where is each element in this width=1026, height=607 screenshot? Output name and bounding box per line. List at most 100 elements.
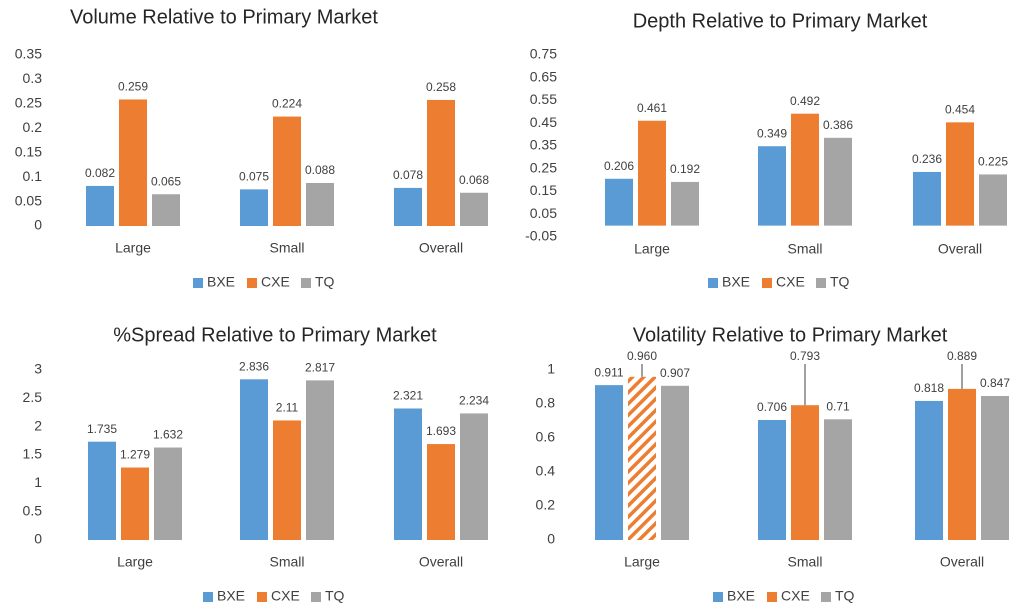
bar	[605, 178, 633, 226]
bar	[273, 420, 301, 540]
data-label: 0.706	[757, 400, 787, 414]
data-label: 0.386	[823, 118, 853, 132]
y-tick-label: 0.45	[530, 114, 557, 130]
data-label: 0.847	[980, 376, 1010, 390]
x-tick-label: Overall	[419, 554, 463, 570]
bar	[661, 385, 689, 540]
y-tick-label: 3	[34, 361, 42, 377]
y-tick-label: 0.25	[530, 159, 557, 175]
y-tick-label: 0.15	[15, 143, 42, 159]
bar	[460, 413, 488, 540]
bar	[915, 400, 943, 540]
x-tick-label: Overall	[940, 554, 984, 570]
data-label: 0.461	[637, 101, 667, 115]
chart-title: %Spread Relative to Primary Market	[113, 324, 437, 346]
x-tick-label: Small	[787, 554, 822, 570]
y-tick-label: 0.2	[536, 497, 556, 513]
y-tick-label: 0.4	[536, 463, 556, 479]
legend-label: CXE	[776, 274, 805, 290]
data-label: 1.693	[426, 424, 456, 438]
legend-label: TQ	[325, 588, 345, 604]
data-label: 2.836	[239, 359, 269, 373]
chart-title: Volume Relative to Primary Market	[70, 6, 378, 28]
bar	[758, 146, 786, 226]
data-label: 0.206	[604, 159, 634, 173]
bar	[628, 376, 656, 540]
bar	[306, 380, 334, 540]
data-label: 0.224	[272, 97, 302, 111]
bar	[427, 444, 455, 540]
y-tick-label: 0.1	[23, 168, 43, 184]
bar	[460, 192, 488, 226]
y-tick-label: 2	[34, 417, 42, 433]
x-tick-label: Overall	[938, 241, 982, 257]
legend-swatch	[311, 592, 321, 602]
y-tick-label: 0.6	[536, 429, 556, 445]
bar	[981, 396, 1009, 540]
bar	[824, 419, 852, 540]
data-label: 0.454	[945, 103, 975, 117]
bar	[394, 187, 422, 226]
bar	[758, 419, 786, 540]
y-tick-label: 0.8	[536, 395, 556, 411]
y-tick-label: -0.05	[525, 228, 557, 244]
bar	[946, 122, 974, 226]
data-label: 0.082	[85, 166, 115, 180]
bar	[948, 388, 976, 540]
bar	[152, 194, 180, 226]
data-label: 1.735	[87, 422, 117, 436]
bar	[154, 447, 182, 540]
bar	[824, 137, 852, 226]
y-tick-label: 2.5	[23, 389, 43, 405]
x-tick-label: Overall	[419, 240, 463, 256]
legend-swatch	[713, 592, 723, 602]
y-tick-label: 0.05	[530, 205, 557, 221]
y-tick-label: 0.75	[530, 46, 557, 62]
x-tick-label: Large	[117, 554, 153, 570]
data-label: 0.259	[118, 80, 148, 94]
data-label: 0.793	[790, 349, 820, 363]
bar	[88, 441, 116, 540]
data-label: 2.321	[393, 389, 423, 403]
data-label: 0.192	[670, 162, 700, 176]
data-label: 0.225	[978, 155, 1008, 169]
y-tick-label: 0.55	[530, 91, 557, 107]
data-label: 0.236	[912, 152, 942, 166]
y-tick-label: 0.2	[23, 119, 43, 135]
bar	[791, 405, 819, 540]
bar	[121, 467, 149, 540]
y-tick-label: 0.65	[530, 68, 557, 84]
bar	[86, 185, 114, 226]
legend-label: CXE	[781, 588, 810, 604]
y-tick-label: 0	[34, 531, 42, 547]
bar	[427, 99, 455, 226]
bar	[240, 189, 268, 226]
data-label: 0.818	[914, 381, 944, 395]
legend-label: BXE	[207, 274, 235, 290]
data-label: 0.078	[393, 168, 423, 182]
legend-swatch	[193, 278, 203, 288]
data-label: 0.907	[660, 366, 690, 380]
y-tick-label: 0.15	[530, 182, 557, 198]
bar	[979, 174, 1007, 226]
bar	[671, 181, 699, 226]
x-tick-label: Large	[624, 554, 660, 570]
data-label: 0.349	[757, 126, 787, 140]
data-label: 2.817	[305, 361, 335, 375]
bar	[240, 379, 268, 540]
y-tick-label: 0.25	[15, 95, 42, 111]
data-label: 0.960	[627, 349, 657, 363]
legend-label: BXE	[722, 274, 750, 290]
bar	[913, 171, 941, 226]
x-tick-label: Large	[115, 240, 151, 256]
legend-swatch	[767, 592, 777, 602]
y-tick-label: 1	[34, 474, 42, 490]
y-tick-label: 0.3	[23, 70, 43, 86]
chart-title: Volatility Relative to Primary Market	[633, 324, 948, 346]
bar	[791, 113, 819, 226]
data-label: 1.632	[153, 428, 183, 442]
legend-label: TQ	[835, 588, 855, 604]
y-tick-label: 0	[547, 531, 555, 547]
legend-swatch	[247, 278, 257, 288]
